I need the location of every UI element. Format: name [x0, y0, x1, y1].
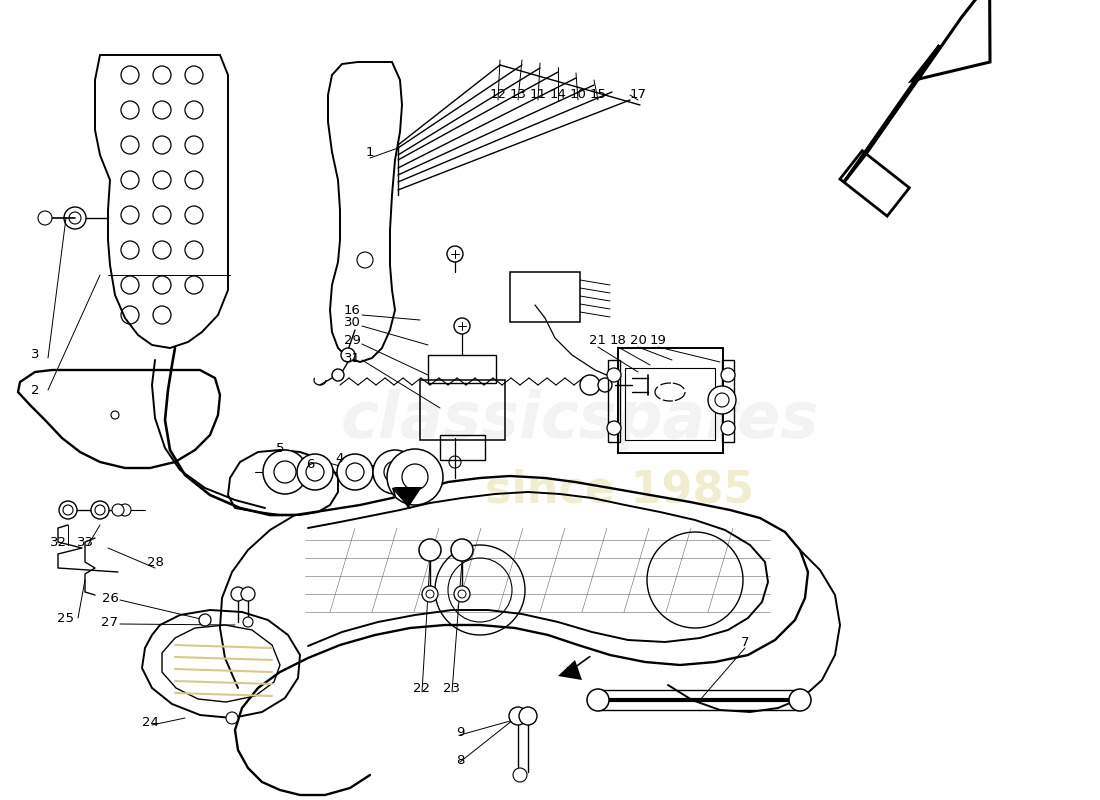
Polygon shape: [394, 487, 422, 508]
Circle shape: [451, 539, 473, 561]
Circle shape: [708, 386, 736, 414]
Text: 11: 11: [529, 89, 547, 102]
Text: 15: 15: [590, 89, 606, 102]
Text: 6: 6: [306, 458, 315, 471]
Circle shape: [422, 586, 438, 602]
Text: 1: 1: [365, 146, 374, 158]
Bar: [420, 380, 505, 440]
Text: 28: 28: [146, 557, 164, 570]
Circle shape: [598, 378, 612, 392]
Bar: [722, 360, 734, 442]
Circle shape: [373, 450, 417, 494]
Polygon shape: [558, 660, 582, 680]
Circle shape: [419, 539, 441, 561]
Text: 25: 25: [56, 611, 74, 625]
Text: 9: 9: [455, 726, 464, 739]
Text: 10: 10: [570, 89, 586, 102]
Text: 3: 3: [31, 349, 40, 362]
Text: 33: 33: [77, 535, 94, 549]
Text: 13: 13: [509, 89, 527, 102]
Circle shape: [119, 504, 131, 516]
Bar: [440, 435, 485, 460]
Circle shape: [337, 454, 373, 490]
Circle shape: [341, 348, 355, 362]
Text: 8: 8: [455, 754, 464, 766]
Circle shape: [587, 689, 609, 711]
Text: 16: 16: [343, 303, 361, 317]
Bar: [625, 368, 715, 440]
Circle shape: [387, 449, 443, 505]
Circle shape: [332, 369, 344, 381]
Text: 2: 2: [31, 383, 40, 397]
Circle shape: [454, 318, 470, 334]
Text: 22: 22: [414, 682, 430, 694]
Circle shape: [226, 712, 238, 724]
Text: 5: 5: [276, 442, 284, 454]
Bar: [428, 355, 496, 383]
Text: 12: 12: [490, 89, 506, 102]
Circle shape: [720, 421, 735, 435]
Text: 31: 31: [343, 351, 361, 365]
Text: 4: 4: [336, 451, 344, 465]
Text: 21: 21: [590, 334, 606, 346]
Circle shape: [297, 454, 333, 490]
Text: 7: 7: [740, 637, 749, 650]
Circle shape: [454, 586, 470, 602]
Bar: [608, 360, 620, 442]
Text: 18: 18: [609, 334, 626, 346]
Bar: [510, 272, 580, 322]
Circle shape: [39, 211, 52, 225]
Circle shape: [789, 689, 811, 711]
Circle shape: [243, 617, 253, 627]
Circle shape: [447, 246, 463, 262]
Text: 20: 20: [629, 334, 647, 346]
Text: 29: 29: [343, 334, 361, 346]
Circle shape: [112, 504, 124, 516]
Circle shape: [607, 368, 621, 382]
Circle shape: [263, 450, 307, 494]
Text: since 1985: since 1985: [485, 469, 755, 511]
Text: 19: 19: [650, 334, 667, 346]
Circle shape: [59, 501, 77, 519]
Text: 27: 27: [101, 615, 119, 629]
Text: classicspares: classicspares: [341, 389, 820, 451]
Circle shape: [513, 768, 527, 782]
Text: 24: 24: [142, 715, 158, 729]
Text: 17: 17: [629, 89, 647, 102]
Circle shape: [111, 411, 119, 419]
Circle shape: [91, 501, 109, 519]
Circle shape: [64, 207, 86, 229]
Circle shape: [231, 587, 245, 601]
Circle shape: [519, 707, 537, 725]
Circle shape: [241, 587, 255, 601]
Text: 26: 26: [101, 591, 119, 605]
Circle shape: [509, 707, 527, 725]
Text: 32: 32: [50, 535, 66, 549]
Bar: [618, 348, 723, 453]
Text: 14: 14: [550, 89, 566, 102]
Circle shape: [720, 368, 735, 382]
Circle shape: [580, 375, 600, 395]
Circle shape: [199, 614, 211, 626]
Text: 23: 23: [443, 682, 461, 694]
Circle shape: [607, 421, 621, 435]
Text: 30: 30: [343, 315, 361, 329]
